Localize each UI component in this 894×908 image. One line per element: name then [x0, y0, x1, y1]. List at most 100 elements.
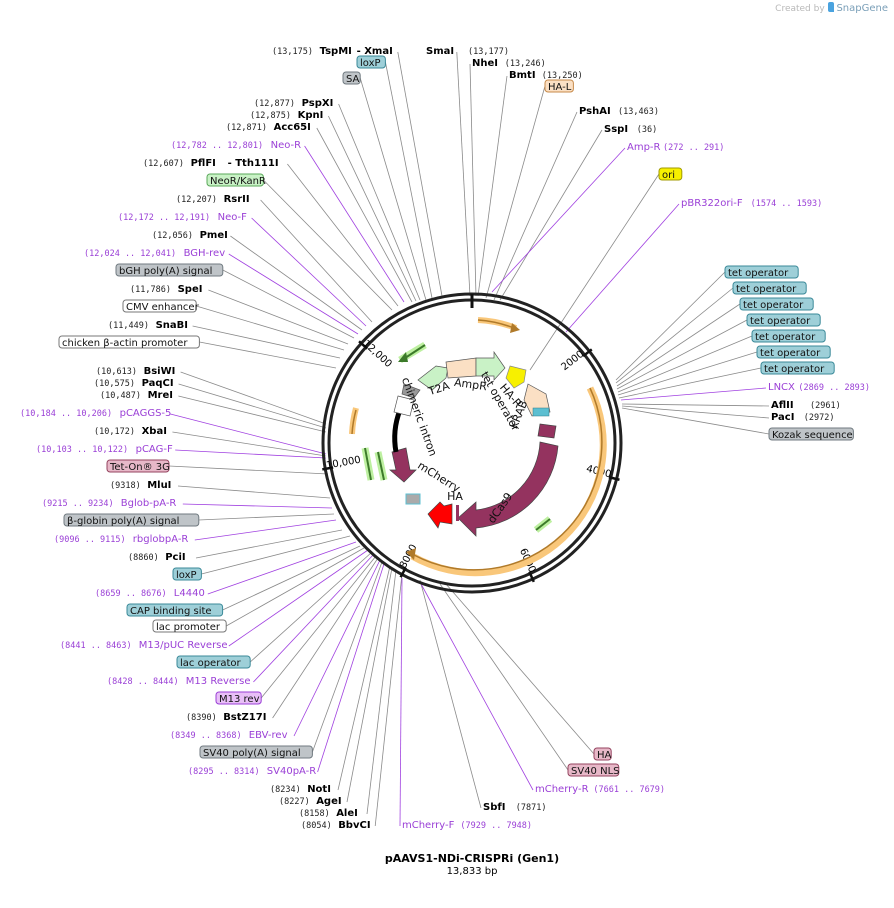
feature-label-sa[interactable]: SA — [342, 71, 361, 85]
feature-label-ha-l[interactable]: HA-L — [544, 79, 574, 93]
feature-label--globin-poly-a-signal[interactable]: β-globin poly(A) signal — [63, 513, 200, 527]
primer-label-pcag-f[interactable]: (10,103 .. 10,122) pCAG-F — [36, 444, 173, 455]
enzyme-label-tspmi[interactable]: (13,175) TspMI - XmaI — [272, 46, 393, 57]
primer-label-neo-f[interactable]: (12,172 .. 12,191) Neo-F — [118, 212, 247, 223]
feature-label-sv40-poly-a-signal[interactable]: SV40 poly(A) signal — [199, 745, 313, 759]
feature-label-m13-rev[interactable]: M13 rev — [215, 691, 262, 705]
enzyme-label-pcii[interactable]: (8860) PciI — [128, 552, 186, 563]
feature-label-tet-operator[interactable]: tet operator — [724, 265, 799, 279]
primer-label-mcherry-r[interactable]: mCherry-R (7661 .. 7679) — [535, 784, 665, 795]
enzyme-label-snabi[interactable]: (11,449) SnaBI — [108, 320, 188, 331]
enzyme-label-paci[interactable]: PacI (2972) — [771, 412, 835, 423]
feature-label-kozak-sequence[interactable]: Kozak sequence — [768, 427, 854, 441]
feature-mcherry[interactable] — [427, 501, 453, 529]
enzyme-label-smai[interactable]: SmaI — [426, 46, 454, 57]
feature-dcas9[interactable] — [457, 441, 559, 537]
enzyme-label-noti[interactable]: (8234) NotI — [270, 784, 331, 795]
primer-label-pcaggs-5[interactable]: (10,184 .. 10,206) pCAGGS-5 — [20, 408, 171, 419]
feature-label-sv40-nls[interactable]: SV40 NLS — [567, 763, 620, 777]
feature-label-lac-operator[interactable]: lac operator — [176, 655, 251, 669]
enzyme-label-sbfi[interactable]: SbfI (7871) — [483, 802, 547, 813]
enzyme-label-pflfi[interactable]: (12,607) PflFI - Tth111I — [143, 158, 279, 169]
enzyme-label-aflii[interactable]: AflII (2961) — [771, 400, 841, 411]
feature-label-bgh-poly-a-signal[interactable]: bGH poly(A) signal — [115, 263, 224, 277]
feature-label-tet-operator[interactable]: tet operator — [756, 345, 831, 359]
feature-label-loxp[interactable]: loxP — [172, 567, 202, 581]
svg-text:LNCX: LNCX — [768, 382, 795, 393]
feature-arc-large-orange[interactable] — [410, 386, 607, 577]
enzyme-label-paqci[interactable]: (10,575) PaqCI — [94, 378, 174, 389]
primer-label-bgh-rev[interactable]: (12,024 .. 12,041) BGH-rev — [84, 248, 225, 259]
feature-ori[interactable] — [505, 365, 527, 389]
feature-label-cap-binding-site[interactable]: CAP binding site — [126, 603, 224, 617]
feature-tet-operators[interactable] — [532, 407, 550, 417]
enzyme-label-bstz17i[interactable]: (8390) BstZ17I — [186, 712, 266, 723]
svg-text:L4440: L4440 — [174, 588, 205, 599]
feature-label-lac-promoter[interactable]: lac promoter — [152, 619, 227, 633]
svg-text:pCAGGS-5: pCAGGS-5 — [120, 408, 172, 419]
feature-label-tet-operator[interactable]: tet operator — [732, 281, 807, 295]
svg-text:M13/pUC Reverse: M13/pUC Reverse — [139, 640, 228, 651]
feature-label-chicken-actin-promoter[interactable]: chicken β-actin promoter — [58, 335, 200, 349]
feature-ampr[interactable] — [475, 350, 506, 381]
primer-label-amp-r[interactable]: Amp-R (272 .. 291) — [627, 142, 724, 153]
enzyme-label-xbai[interactable]: (10,172) XbaI — [94, 426, 167, 437]
enzyme-label-mrei[interactable]: (10,487) MreI — [100, 390, 173, 401]
primer-label-lncx[interactable]: LNCX (2869 .. 2893) — [768, 382, 870, 393]
enzyme-label-nhei[interactable]: NheI (13,246) — [472, 58, 546, 69]
feature-label-ori[interactable]: ori — [658, 167, 683, 181]
feature-promoter-white[interactable] — [393, 395, 415, 417]
enzyme-label-pspxi[interactable]: (12,877) PspXI — [254, 98, 333, 109]
svg-text:(2961): (2961) — [810, 401, 841, 411]
svg-text:MluI: MluI — [147, 480, 171, 491]
enzyme-label-sspi[interactable]: SspI (36) — [604, 124, 657, 135]
primer-label-pbr322ori-f[interactable]: pBR322ori-F (1574 .. 1593) — [681, 198, 822, 209]
enzyme-label-alei[interactable]: (8158) AleI — [299, 808, 358, 819]
feature-label-neor-kanr[interactable]: NeoR/KanR — [206, 173, 266, 187]
feature-globin-marks[interactable] — [405, 493, 421, 505]
enzyme-label-bmti[interactable]: BmtI (13,250) — [509, 70, 583, 81]
enzyme-label-agei[interactable]: (8227) AgeI — [279, 796, 342, 807]
enzyme-label-kpni[interactable]: (12,875) KpnI — [250, 110, 323, 121]
feature-label-loxp[interactable]: loxP — [356, 55, 386, 69]
enzyme-label-pmei[interactable]: (12,056) PmeI — [152, 230, 228, 241]
primer-label-m13-puc-reverse[interactable]: (8441 .. 8463) M13/pUC Reverse — [60, 640, 228, 651]
outer-labels: (13,175) TspMI - XmaI SmaI (13,177)NheI (13,2… — [20, 46, 870, 831]
feature-ha-small[interactable] — [456, 505, 459, 521]
enzyme-label-mlui[interactable]: (9318) MluI — [110, 480, 171, 491]
feature-label-tet-operator[interactable]: tet operator — [739, 297, 814, 311]
feature-enhancer-grey[interactable] — [401, 383, 421, 399]
primer-label-neo-r[interactable]: (12,782 .. 12,801) Neo-R — [171, 140, 301, 151]
enzyme-label-acc65i[interactable]: (12,871) Acc65I — [226, 122, 311, 133]
enzyme-label-rsrii[interactable]: (12,207) RsrII — [176, 194, 250, 205]
feature-ha-l[interactable] — [445, 357, 477, 379]
feature-label-tet-operator[interactable]: tet operator — [751, 329, 826, 343]
primer-label-m13-reverse[interactable]: (8428 .. 8444) M13 Reverse — [107, 676, 251, 687]
primer-label-mcherry-f[interactable]: mCherry-F (7929 .. 7948) — [402, 820, 532, 831]
feature-label-tet-operator[interactable]: tet operator — [760, 361, 835, 375]
feature-label-tet-on-3g[interactable]: Tet-On® 3G — [106, 459, 170, 473]
enzyme-label-spei[interactable]: (11,786) SpeI — [130, 284, 202, 295]
svg-text:SspI: SspI — [604, 124, 628, 135]
enzyme-label--13-177-[interactable]: (13,177) — [468, 47, 509, 57]
enzyme-label-pshai[interactable]: PshAI (13,463) — [579, 106, 659, 117]
primer-label-l4440[interactable]: (8659 .. 8676) L4440 — [95, 588, 205, 599]
enzyme-label-bsiwi[interactable]: (10,613) BsiWI — [96, 366, 175, 377]
feature-label-tet-operator[interactable]: tet operator — [746, 313, 821, 327]
primer-label-bglob-pa-r[interactable]: (9215 .. 9234) Bglob-pA-R — [42, 498, 176, 509]
svg-text:RsrII: RsrII — [224, 194, 250, 205]
feature-tet-on-3g[interactable] — [389, 447, 417, 483]
feature-label-cmv-enhancer[interactable]: CMV enhancer — [122, 299, 200, 313]
svg-text:tet operator: tet operator — [755, 332, 816, 343]
primer-label-rbglobpa-r[interactable]: (9096 .. 9115) rbglobpA-R — [54, 534, 188, 545]
feature-krab[interactable] — [537, 423, 557, 439]
svg-text:Tet-On® 3G: Tet-On® 3G — [109, 462, 170, 473]
enzyme-label-bbvci[interactable]: (8054) BbvCI — [301, 820, 371, 831]
primer-label-ebv-rev[interactable]: (8349 .. 8368) EBV-rev — [170, 730, 288, 741]
feature-neor-kanr[interactable] — [417, 365, 449, 391]
feature-label-ha[interactable]: HA — [593, 747, 612, 761]
svg-text:AgeI: AgeI — [316, 796, 341, 807]
primer-label-sv40pa-r[interactable]: (8295 .. 8314) SV40pA-R — [188, 766, 316, 777]
feature-chimeric-intron[interactable] — [392, 409, 403, 453]
svg-text:Kozak sequence: Kozak sequence — [772, 430, 853, 441]
